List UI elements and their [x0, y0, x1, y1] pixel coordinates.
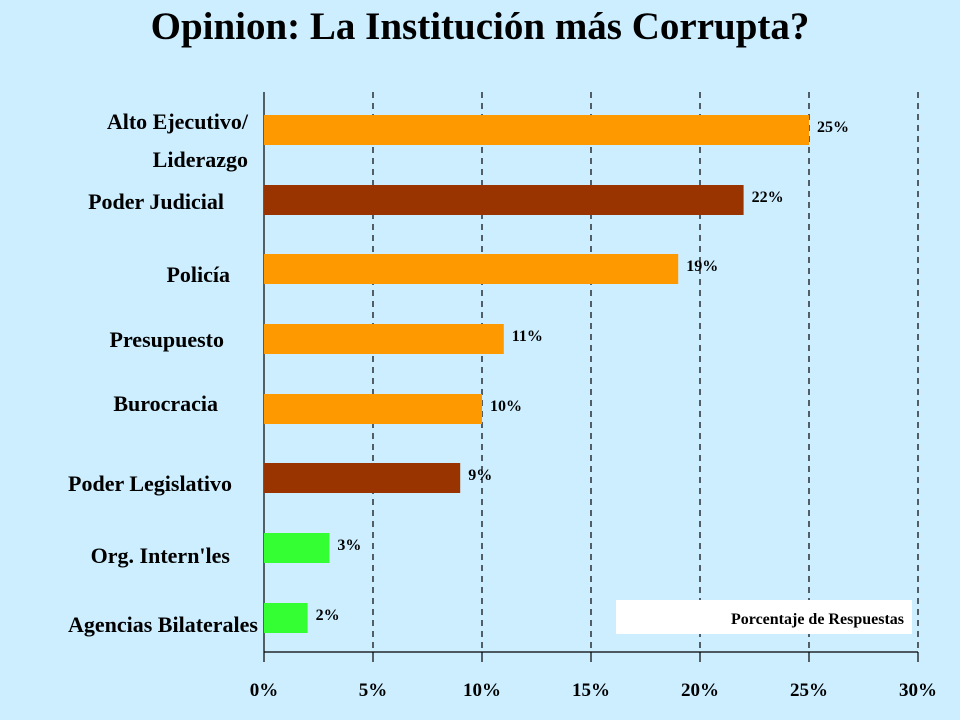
x-tick-labels: 0% 5% 10% 15% 20% 25% 30%	[250, 680, 937, 701]
legend-label: Porcentaje de Respuestas	[731, 611, 904, 628]
bar	[264, 115, 809, 145]
bar	[264, 185, 744, 215]
category-label: Policía	[166, 262, 230, 287]
bar	[264, 324, 504, 354]
x-tick-label: 5%	[359, 680, 388, 701]
data-label: 25%	[817, 119, 849, 136]
data-label: 19%	[686, 258, 718, 275]
data-label: 10%	[490, 398, 522, 415]
data-label: 9%	[468, 467, 492, 484]
category-label: Burocracia	[113, 391, 218, 416]
category-labels: Alto Ejecutivo/Liderazgo Poder Judicial Po…	[68, 109, 258, 637]
category-label: Liderazgo	[153, 147, 248, 172]
bar	[264, 533, 330, 563]
x-tick-label: 0%	[250, 680, 279, 701]
bar	[264, 603, 308, 633]
x-tick-label: 15%	[572, 680, 610, 701]
bars	[264, 115, 809, 633]
bar	[264, 394, 482, 424]
bar	[264, 463, 461, 493]
x-tick-label: 25%	[790, 680, 828, 701]
data-label: 22%	[752, 189, 784, 206]
x-tick-label: 30%	[899, 680, 937, 701]
category-label: Poder Judicial	[88, 189, 224, 214]
legend-box	[616, 600, 912, 634]
grid-lines	[372, 92, 919, 652]
category-label: Poder Legislativo	[68, 471, 232, 496]
category-label: Org. Intern'les	[91, 543, 231, 568]
legend: Porcentaje de Respuestas	[616, 600, 912, 634]
category-label: Presupuesto	[110, 327, 225, 352]
category-label: Alto Ejecutivo/	[107, 109, 249, 134]
data-labels: 25% 22% 19% 11% 10% 9% 3% 2%	[316, 119, 849, 624]
data-label: 2%	[316, 607, 340, 624]
bar	[264, 254, 679, 284]
data-label: 11%	[512, 328, 543, 345]
category-label: Agencias Bilaterales	[68, 612, 258, 637]
x-tick-label: 10%	[463, 680, 501, 701]
data-label: 3%	[337, 537, 361, 554]
chart-title: Opinion: La Institución más Corrupta?	[150, 5, 810, 48]
x-tick-label: 20%	[681, 680, 719, 701]
